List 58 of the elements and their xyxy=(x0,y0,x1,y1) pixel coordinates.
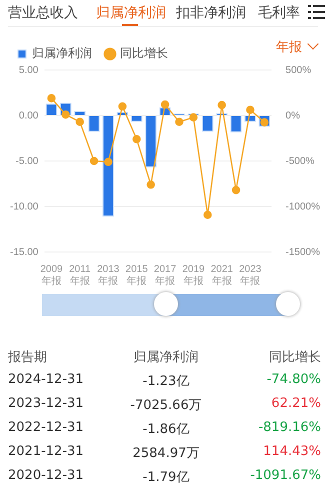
text: 2024-12-31 xyxy=(8,372,84,387)
text: -1.86亿 xyxy=(142,421,190,438)
x-tick-label: 2013 年报 xyxy=(97,264,120,287)
point xyxy=(189,113,198,122)
text: 2021-12-31 xyxy=(8,444,84,459)
y2-tick-label: 0% xyxy=(286,110,300,122)
x-tick-label: 2023 年报 xyxy=(239,264,262,287)
x-tick-label: 2021 年报 xyxy=(210,264,234,287)
point xyxy=(175,118,184,126)
text: 毛利率 xyxy=(258,4,300,22)
y-tick-label: 5.00 xyxy=(18,64,39,76)
y2-tick-label: -1500% xyxy=(286,246,320,258)
text: 营业总收入 xyxy=(8,4,78,22)
x-tick-label: 2011 年报 xyxy=(69,264,92,287)
text: 归属净利润 xyxy=(96,4,166,22)
x-tick-label: 2017 年报 xyxy=(154,264,177,287)
text: -1.79亿 xyxy=(142,469,190,486)
text: 报告期 xyxy=(8,349,47,366)
point xyxy=(218,100,226,110)
legend-label: 归属净利润 xyxy=(32,46,92,60)
point xyxy=(232,186,240,194)
text: -819.16% xyxy=(258,420,321,435)
x-tick-label: 2009 年报 xyxy=(40,264,64,287)
y-tick-label: -15.00 xyxy=(10,246,39,258)
text: -1.23亿 xyxy=(142,373,190,390)
point xyxy=(76,118,84,126)
point xyxy=(160,100,170,109)
y2-tick-label: -500% xyxy=(286,156,315,167)
text: 2022-12-31 xyxy=(8,420,84,435)
point xyxy=(62,110,70,119)
text: -7025.66万 xyxy=(130,397,202,414)
y-tick-label: -10.00 xyxy=(10,201,39,212)
x-tick-label: 2015 年报 xyxy=(126,264,148,287)
point xyxy=(104,158,112,166)
point xyxy=(132,135,141,144)
text: 年报 xyxy=(276,39,302,56)
text: -74.80% xyxy=(266,372,321,387)
point xyxy=(203,210,212,219)
y-tick-label: 0.00 xyxy=(18,110,39,122)
text: -1091.67% xyxy=(250,468,321,483)
text: 2020-12-31 xyxy=(8,468,84,483)
point xyxy=(118,102,127,111)
text: 62.21% xyxy=(271,396,321,411)
y2-tick-label: -1000% xyxy=(286,201,320,212)
text: 114.43% xyxy=(263,444,321,459)
x-tick-label: 2019 年报 xyxy=(182,264,205,287)
point xyxy=(90,156,98,166)
y-tick-label: -5.00 xyxy=(16,156,39,167)
text: 归属净利润 xyxy=(134,349,198,366)
text: 同比增长 xyxy=(269,349,321,366)
point xyxy=(146,180,155,189)
point xyxy=(47,94,56,102)
text: 2023-12-31 xyxy=(8,396,84,411)
legend-label: 同比增长 xyxy=(120,46,168,60)
y2-tick-label: 500% xyxy=(286,64,312,76)
text: 2584.97万 xyxy=(132,445,200,462)
point xyxy=(246,106,254,114)
text: 扣非净利润 xyxy=(176,4,246,22)
